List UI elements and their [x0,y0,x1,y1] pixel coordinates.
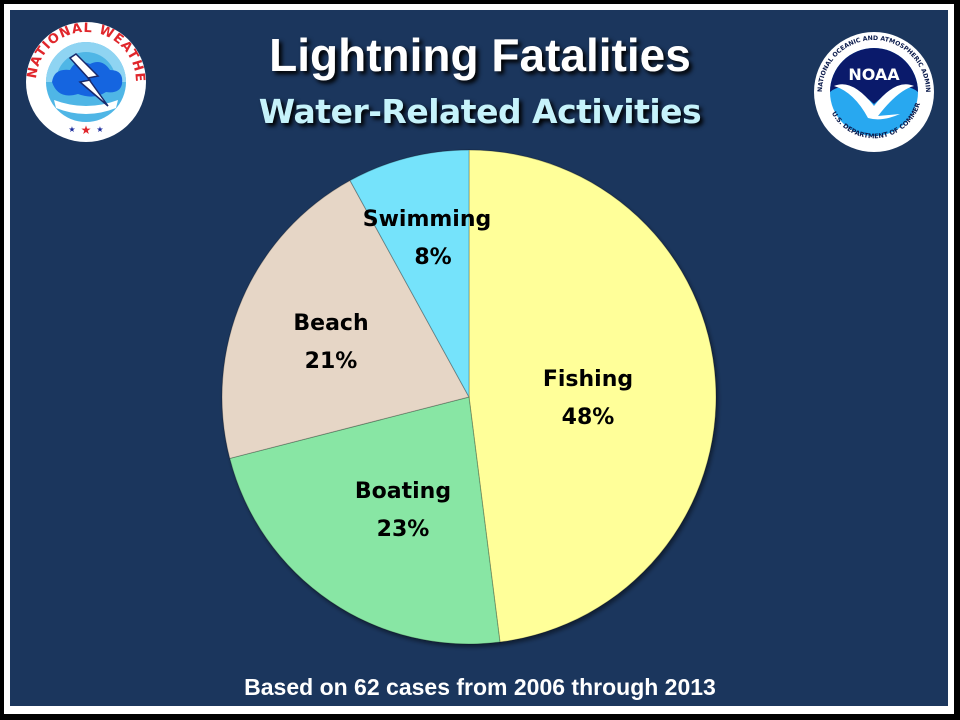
slice-value-boating: 23% [377,517,430,542]
nws-logo-icon: NATIONAL WEATHER SERVICE ★ ★ ★ [24,20,146,142]
noaa-logo-icon: NOAA NATIONAL OCEANIC AND ATMOSPHERIC AD… [812,30,934,152]
slice-value-beach: 21% [305,349,358,374]
svg-text:NOAA: NOAA [848,65,900,84]
svg-text:★: ★ [81,123,92,137]
pie-slice-swimming [349,149,470,398]
slice-label-swimming: Swimming [363,207,492,232]
slice-label-fishing: Fishing [543,367,633,392]
svg-text:★: ★ [96,125,103,134]
slide-title: Lightning Fatalities [269,29,691,81]
slice-label-boating: Boating [355,479,451,504]
pie-slice-boating [229,396,501,645]
footnote: Based on 62 cases from 2006 through 2013 [244,674,716,700]
pie-slice-fishing [468,149,717,643]
slice-value-fishing: 48% [562,405,615,430]
svg-text:★: ★ [68,125,75,134]
slide-subtitle: Water-Related Activities [258,92,702,131]
pie-slice-beach [221,179,470,460]
slice-value-swimming: 8% [414,245,451,270]
slice-label-beach: Beach [293,311,368,336]
